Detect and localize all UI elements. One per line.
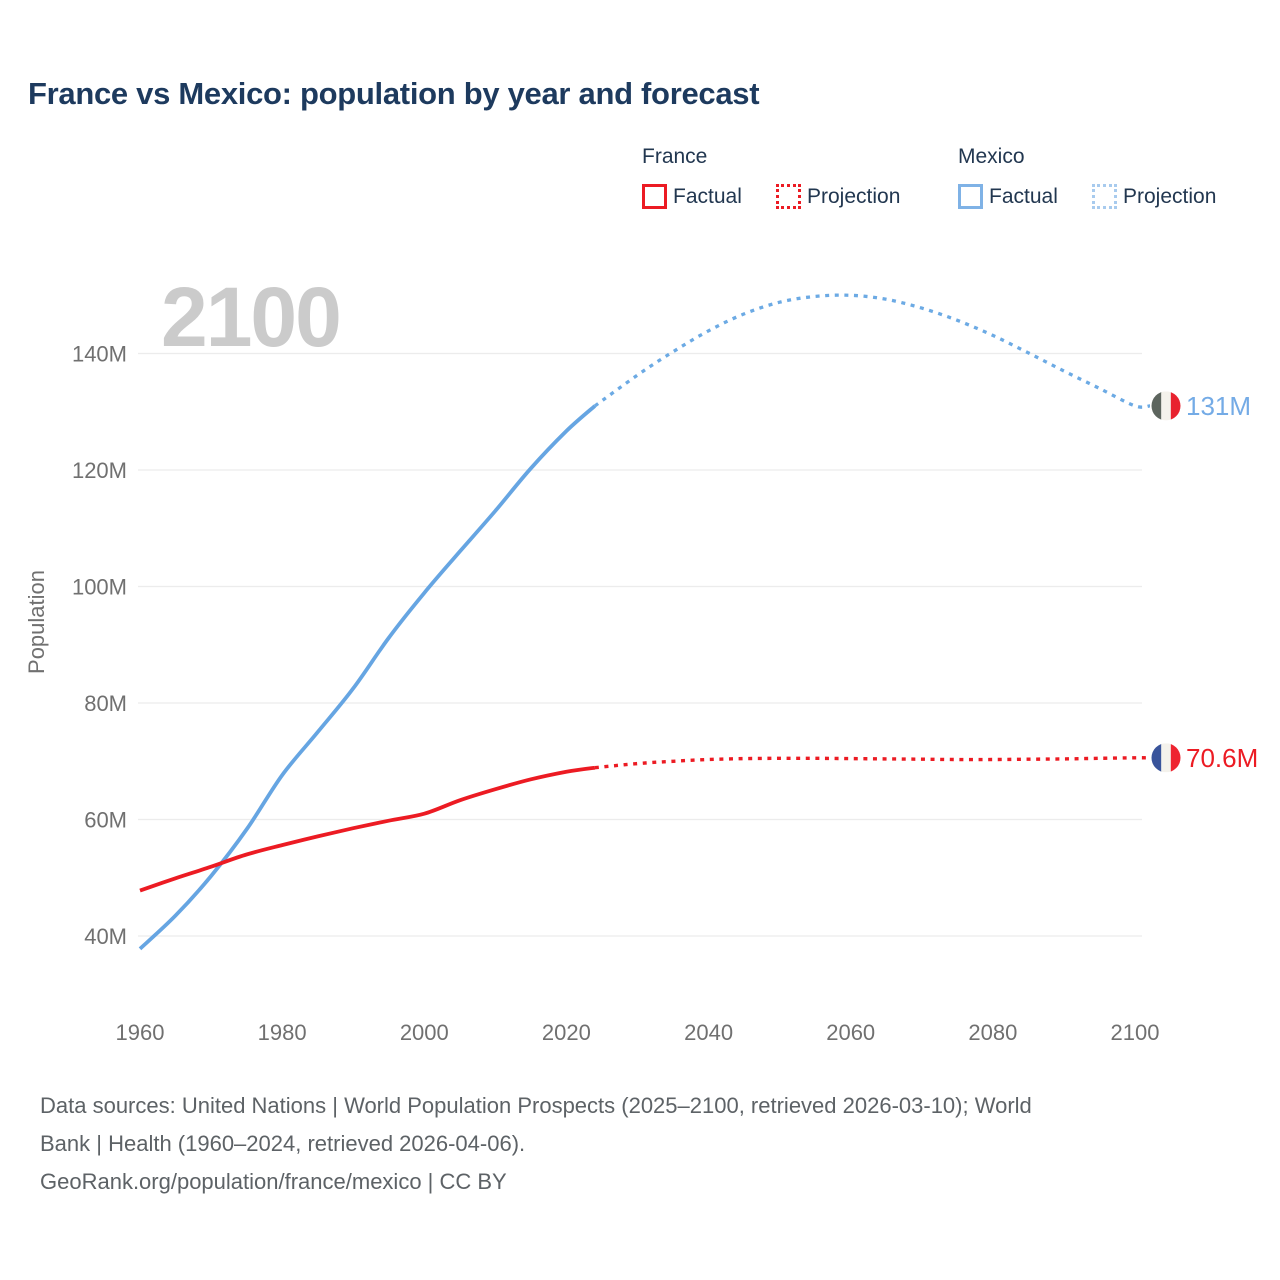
x-tick-2020: 2020 <box>542 1020 591 1045</box>
legend-label-france-projection: Projection <box>807 184 901 208</box>
end-label-mexico: 131M <box>1186 391 1251 421</box>
series-france-factual-line[interactable] <box>139 765 596 893</box>
x-tick-2080: 2080 <box>968 1020 1017 1045</box>
y-tick-120M: 120M <box>72 458 127 483</box>
y-tick-100M: 100M <box>72 575 127 600</box>
legend-item-mexico-projection[interactable]: Projection <box>1092 184 1216 209</box>
end-labels-group: 131M 70.6M <box>1151 391 1258 773</box>
footer: Data sources: United Nations | World Pop… <box>40 1087 1250 1201</box>
series-mexico-factual-line[interactable] <box>138 404 597 951</box>
y-tick-40M: 40M <box>84 924 127 949</box>
y-tick-labels-group: 40M 60M 80M 100M 120M 140M <box>72 342 127 950</box>
france-factual-swatch-icon <box>642 184 667 209</box>
footer-data-sources-line-1: Data sources: United Nations | World Pop… <box>40 1093 1032 1118</box>
series-france-projection-line[interactable] <box>594 756 1151 770</box>
legend-label-mexico-factual: Factual <box>989 184 1058 208</box>
footer-data-sources-line-2: Bank | Health (1960–2024, retrieved 2026… <box>40 1131 526 1156</box>
x-tick-2100: 2100 <box>1111 1020 1160 1045</box>
watermark-year: 2100 <box>161 270 340 364</box>
mexico-projection-swatch-icon <box>1092 184 1117 209</box>
population-chart[interactable]: 2100 Population 40M 60M 80M 100M 120M 140M 19… <box>0 0 1280 1080</box>
legend-label-france-factual: Factual <box>673 184 742 208</box>
legend-item-france-projection[interactable]: Projection <box>776 184 900 209</box>
france-projection-swatch-icon <box>776 184 801 209</box>
legend-label-mexico-projection: Projection <box>1123 184 1217 208</box>
mexico-flag-icon <box>1151 391 1181 421</box>
x-tick-labels-group: 1960 1980 2000 2020 2040 2060 2080 2100 <box>116 1020 1160 1045</box>
chart-title: France vs Mexico: population by year and… <box>28 76 760 111</box>
legend-item-mexico-factual[interactable]: Factual <box>958 184 1058 209</box>
x-tick-2060: 2060 <box>826 1020 875 1045</box>
series-group <box>138 293 1151 951</box>
legend-item-france-factual[interactable]: Factual <box>642 184 742 209</box>
y-tick-140M: 140M <box>72 342 127 367</box>
x-tick-1960: 1960 <box>116 1020 165 1045</box>
x-tick-1980: 1980 <box>258 1020 307 1045</box>
mexico-factual-swatch-icon <box>958 184 983 209</box>
y-axis-title: Population <box>24 570 49 674</box>
end-label-france: 70.6M <box>1186 743 1258 773</box>
x-tick-2040: 2040 <box>684 1020 733 1045</box>
series-mexico-projection-line[interactable] <box>593 293 1151 409</box>
gridlines-group <box>138 352 1142 937</box>
footer-attribution-link[interactable]: GeoRank.org/population/france/mexico | C… <box>40 1169 507 1194</box>
france-flag-icon <box>1151 743 1181 773</box>
x-tick-2000: 2000 <box>400 1020 449 1045</box>
legend-group-france-header: France <box>642 145 708 168</box>
y-tick-60M: 60M <box>84 808 127 833</box>
y-tick-80M: 80M <box>84 691 127 716</box>
legend-group-mexico-header: Mexico <box>958 145 1025 168</box>
